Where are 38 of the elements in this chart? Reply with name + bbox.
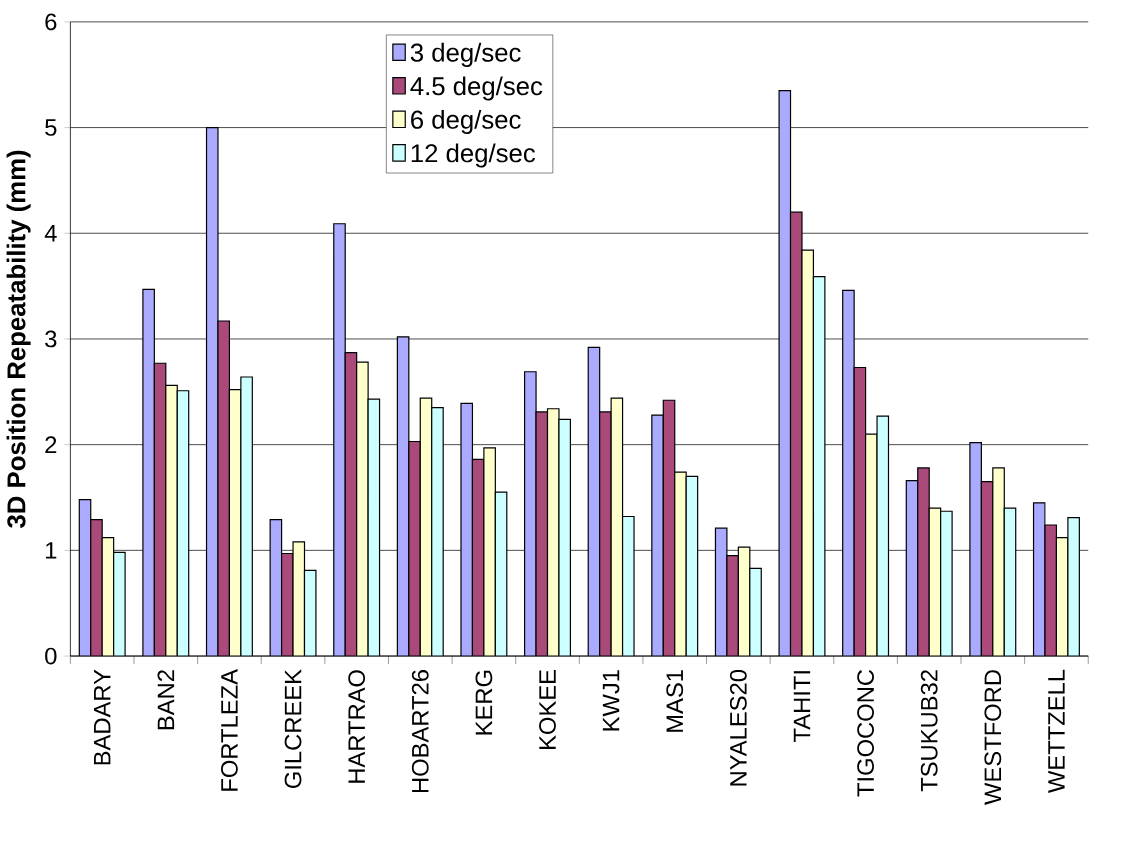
- x-tick-label: KERG: [475, 670, 493, 735]
- x-tick-label: TAHITI: [793, 671, 811, 743]
- bar: [674, 472, 687, 657]
- x-tick-label: WETTZELL: [1048, 669, 1065, 794]
- x-tick-label: BADARY: [94, 669, 111, 765]
- y-tick-label: 2: [45, 436, 57, 454]
- legend-label: 3 deg/sec: [410, 42, 521, 67]
- y-tick-label: 0: [45, 647, 57, 665]
- y-tick-label: 4: [44, 225, 57, 242]
- bar: [165, 385, 178, 657]
- y-tick-label: 5: [45, 119, 57, 136]
- x-tick-label: GILCREEK: [284, 669, 302, 789]
- bar: [408, 441, 421, 657]
- bar: [90, 519, 103, 657]
- legend-label: 12 deg/sec: [411, 143, 536, 168]
- y-axis-title: 3D Position Repeatability (mm): [6, 150, 31, 529]
- legend-label: 6 deg/sec: [411, 110, 521, 135]
- bar: [917, 467, 930, 657]
- x-tick-label: MAS1: [666, 670, 684, 732]
- x-tick-label: NYALES20: [729, 670, 747, 786]
- x-tick-label: HOBART26: [411, 670, 429, 793]
- y-tick-label: 6: [45, 13, 57, 31]
- bar: [651, 415, 664, 657]
- bar: [431, 407, 444, 657]
- x-tick-label: WESTFORD: [984, 670, 1002, 805]
- x-tick-label: BAN2: [157, 670, 175, 730]
- bar: [992, 467, 1005, 657]
- y-tick-label: 1: [46, 542, 57, 559]
- x-tick-label: TIGOCONC: [857, 669, 874, 797]
- x-tick-label: TSUKUB32: [920, 670, 938, 792]
- y-tick-label: 3: [45, 330, 57, 348]
- bar: [333, 223, 346, 657]
- x-tick-label: HARTRAO: [348, 670, 366, 783]
- bar: [749, 568, 762, 657]
- legend-label: 4.5 deg/sec: [410, 76, 543, 101]
- x-tick-label: KOKEE: [539, 670, 556, 750]
- x-tick-label: KWJ1: [602, 670, 620, 731]
- x-tick-label: FORTLEZA: [221, 669, 238, 791]
